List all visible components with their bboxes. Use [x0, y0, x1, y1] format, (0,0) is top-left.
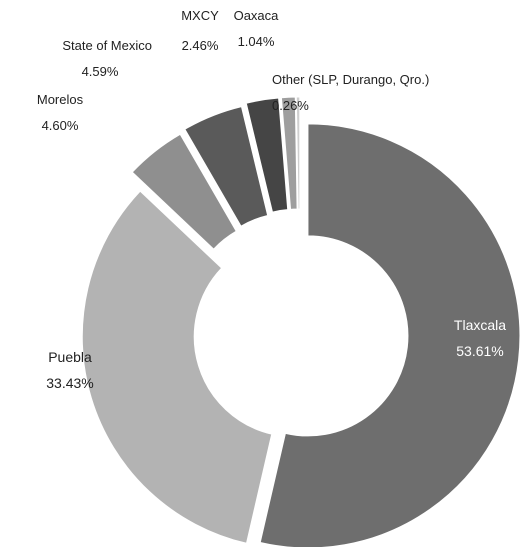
value-label: 4.60%: [42, 118, 79, 133]
category-label: Morelos: [37, 92, 84, 107]
category-label: Puebla: [48, 349, 92, 365]
category-label: State of Mexico: [62, 38, 152, 53]
value-label: 53.61%: [456, 343, 503, 359]
value-label: 0.26%: [272, 98, 309, 113]
value-label: 1.04%: [238, 34, 275, 49]
value-label: 33.43%: [46, 375, 93, 391]
category-label: MXCY: [181, 8, 219, 23]
value-label: 4.59%: [82, 64, 119, 79]
donut-segment: [131, 133, 237, 250]
donut-segment: [259, 123, 521, 547]
category-label: Tlaxcala: [454, 317, 506, 333]
category-label: Other (SLP, Durango, Qro.): [272, 72, 429, 87]
donut-segment: [184, 106, 269, 227]
donut-segment: [245, 97, 289, 213]
donut-segment: [280, 96, 298, 210]
donut-segment: [81, 190, 273, 544]
donut-segment: [295, 96, 301, 210]
value-label: 2.46%: [182, 38, 219, 53]
category-label: Oaxaca: [234, 8, 280, 23]
